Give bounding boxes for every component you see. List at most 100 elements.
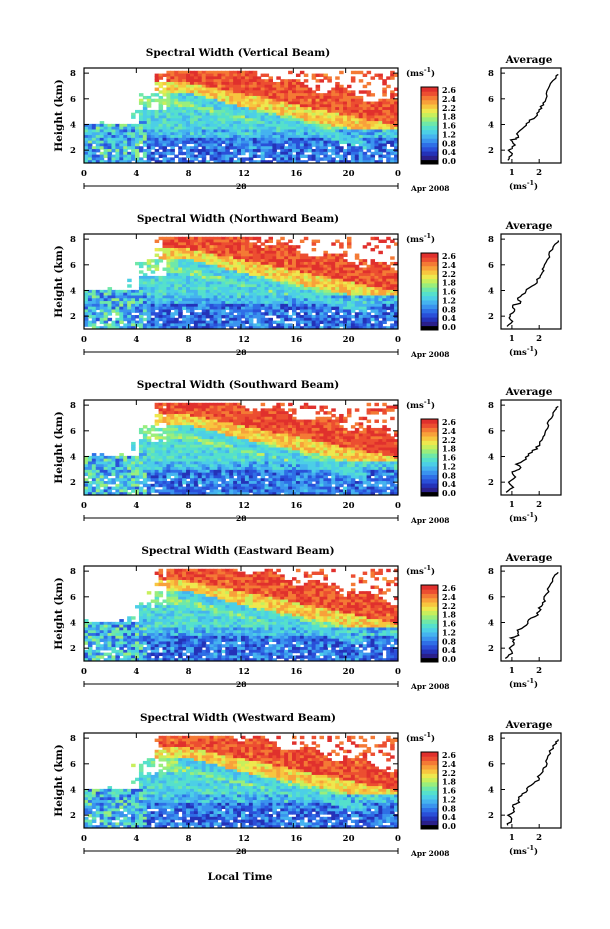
colorbar-tick-label: 0.8 [442,636,456,646]
colorbar-swatch [421,764,438,770]
day-label: 28 [236,847,246,856]
colorbar-swatch [421,491,438,497]
average-y-tick: 4 [488,452,494,462]
colorbar-swatch [421,627,438,633]
colorbar-tick-label: 1.2 [442,794,456,804]
colorbar-tick-label: 1.2 [442,129,456,139]
x-tick-label: 16 [290,667,302,677]
x-tick-label: 16 [290,335,302,345]
colorbar-swatch [421,440,438,446]
average-title: Average [505,552,553,564]
colorbar-swatch [421,278,438,284]
average-y-tick: 6 [488,427,494,437]
x-tick-label: 0 [81,834,87,844]
x-tick-label: 12 [238,834,250,844]
average-x-label: (ms-1) [509,345,538,358]
x-tick-label: 16 [290,834,302,844]
colorbar-tick-label: 0.0 [442,322,456,332]
average-title: Average [505,386,553,398]
colorbar-tick-label: 2.2 [442,103,456,113]
x-tick-label: 12 [238,335,250,345]
colorbar-swatch [421,151,438,156]
y-tick-label: 2 [70,644,76,654]
colorbar: 2.62.42.21.81.61.20.80.40.0 [420,750,456,831]
average-x-tick: 1 [509,334,515,344]
colorbar-tick-label: 2.6 [442,85,456,95]
colorbar-swatch [421,474,438,480]
average-y-tick: 4 [488,618,494,628]
colorbar-tick-label: 1.6 [442,786,456,796]
heatmap [83,732,399,829]
date-label: Apr 2008 [410,350,450,359]
y-tick-label: 8 [70,69,76,79]
colorbar-swatch [421,640,438,646]
colorbar-swatch [421,619,438,624]
colorbar-tick-label: 0.4 [442,313,456,323]
average-x-tick: 1 [509,666,515,676]
panel-title: Spectral Width (Northward Beam) [137,213,339,225]
colorbar-unit: (ms-1) [406,564,435,577]
colorbar-swatch [421,308,438,314]
x-tick-label: 4 [133,169,139,179]
colorbar-tick-label: 1.6 [442,121,456,131]
x-tick-label: 8 [186,834,192,844]
panel-4: Spectral Width (Eastward Beam) 8 6 4 2 Height… [53,545,562,691]
colorbar-tick-label: 2.4 [442,426,456,436]
x-tick-label: 16 [290,501,302,511]
day-label: 28 [236,514,246,523]
colorbar-tick-label: 0.0 [442,488,456,498]
colorbar-swatch [421,99,438,105]
y-tick-label: 8 [70,401,76,411]
colorbar-swatch [421,419,438,424]
average-x-tick: 1 [509,833,515,843]
average-x-tick: 1 [509,168,515,178]
colorbar-swatch [421,786,438,791]
heatmap [83,233,399,330]
average-y-tick: 6 [488,95,494,105]
colorbar-swatch [421,427,438,433]
y-tick-label: 8 [70,734,76,744]
colorbar-swatch [421,282,438,288]
y-tick-label: 6 [70,95,76,105]
colorbar-swatch [421,295,438,301]
panel-title: Spectral Width (Eastward Beam) [141,545,334,557]
y-tick-label: 4 [70,286,76,296]
average-y-tick: 8 [488,235,494,245]
colorbar-tick-label: 1.2 [442,295,456,305]
colorbar-swatch [421,304,438,310]
colorbar-swatch [421,325,438,331]
x-tick-label: 20 [343,501,355,511]
colorbar-tick-label: 0.0 [442,821,456,831]
colorbar-tick-label: 2.6 [442,750,456,760]
colorbar-swatch [421,653,438,659]
average-title: Average [505,54,553,66]
y-tick-label: 4 [70,452,76,462]
colorbar-swatch [421,487,438,493]
average-y-tick: 6 [488,261,494,271]
day-label: 28 [236,348,246,357]
colorbar-tick-label: 0.8 [442,803,456,813]
colorbar-swatch [421,470,438,476]
y-axis-label: Height (km) [53,79,65,151]
average-y-tick: 2 [488,312,494,322]
average-y-tick: 2 [488,478,494,488]
colorbar-tick-label: 1.6 [442,453,456,463]
colorbar-swatch [421,121,438,126]
x-tick-label: 12 [238,169,250,179]
heatmap [83,399,399,496]
average-line [506,240,560,327]
colorbar-tick-label: 0.8 [442,138,456,148]
y-tick-label: 2 [70,146,76,156]
colorbar-tick-label: 1.8 [442,112,456,122]
y-tick-label: 6 [70,427,76,437]
colorbar-swatch [421,448,438,454]
colorbar-swatch [421,261,438,267]
average-y-tick: 4 [488,286,494,296]
x-tick-label: 0 [81,501,87,511]
date-label: Apr 2008 [410,682,450,691]
colorbar-swatch [421,134,438,139]
colorbar-tick-label: 0.0 [442,654,456,664]
average-x-label: (ms-1) [509,179,538,192]
